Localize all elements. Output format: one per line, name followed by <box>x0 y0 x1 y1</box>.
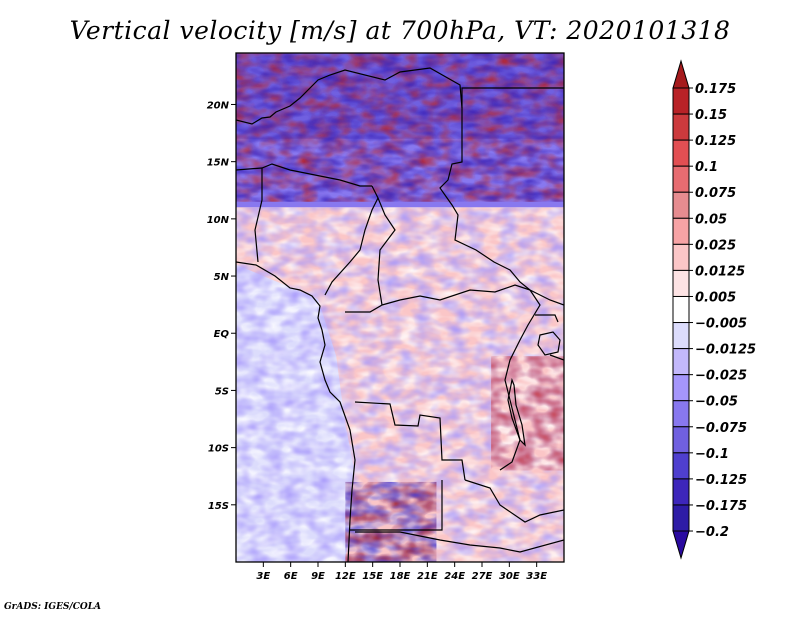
y-tick-label: EQ <box>214 329 230 340</box>
lake-victoria <box>537 331 561 356</box>
y-tick-label: 5N <box>214 272 230 283</box>
y-tick-label: 10S <box>208 444 229 455</box>
colorbar-swatch <box>672 217 690 245</box>
border-drc-zambia <box>464 479 564 523</box>
colorbar-label: −0.005 <box>695 317 747 332</box>
x-tick-label: 3E <box>256 571 270 582</box>
colorbar-swatch <box>672 348 690 376</box>
colorbar-extend-min <box>672 530 690 560</box>
border-namibia <box>355 531 564 553</box>
colorbar-label: 0.005 <box>695 290 736 305</box>
colorbar-swatch <box>672 295 690 324</box>
colorbar-label: −0.0125 <box>695 343 756 358</box>
colorbar-swatch <box>672 374 690 402</box>
border-east-africa <box>529 289 564 361</box>
border-niger-nigeria <box>236 163 372 187</box>
colorbar-swatch <box>672 191 690 219</box>
border-drc-east <box>499 289 541 471</box>
x-axis: 3E 6E 9E 12E 15E 18E 21E 24E 27E 30E 33E <box>256 562 547 582</box>
colorbar-swatch <box>672 322 690 350</box>
border-car-drc <box>381 284 531 306</box>
colorbar-swatch <box>672 165 690 193</box>
colorbar-extend-max <box>672 59 690 89</box>
border-libya-egypt <box>461 87 564 108</box>
y-tick-label: 5S <box>215 386 229 397</box>
colorbar-label: −0.025 <box>695 369 747 384</box>
colorbar-label: −0.175 <box>695 499 747 514</box>
y-tick-label: 15S <box>208 501 229 512</box>
x-tick-label: 12E <box>335 571 356 582</box>
colorbar-label: 0.175 <box>695 82 736 97</box>
chart-title: Vertical velocity [m/s] at 700hPa, VT: 2… <box>69 16 731 45</box>
x-tick-label: 6E <box>284 571 298 582</box>
colorbar-swatch <box>672 400 690 428</box>
colorbar-label: 0.125 <box>695 134 736 149</box>
border-nigeria-benin <box>254 168 263 263</box>
colorbar-label: −0.05 <box>695 395 738 410</box>
colorbar-swatch <box>672 269 690 297</box>
border-lake-chad-cameroon <box>324 185 379 296</box>
border-cameroon-car <box>345 197 396 313</box>
colorbar-swatch <box>672 113 690 141</box>
y-tick-label: 15N <box>207 158 230 169</box>
colorbar-swatch <box>672 139 690 167</box>
x-tick-label: 30E <box>499 571 520 582</box>
colorbar-label: 0.05 <box>695 212 727 227</box>
coastline-west-africa <box>236 67 463 125</box>
x-tick-label: 9E <box>311 571 325 582</box>
y-tick-label: 10N <box>207 215 230 226</box>
colorbar-label: −0.2 <box>695 525 729 540</box>
colorbar: 0.175 0.15 0.125 0.1 0.075 0.05 0.025 0.0125 0.0… <box>672 59 756 560</box>
border-chad-sudan <box>439 108 531 291</box>
x-tick-label: 15E <box>362 571 383 582</box>
colorbar-swatch <box>672 478 690 506</box>
x-tick-label: 18E <box>390 571 411 582</box>
x-tick-label: 21E <box>417 571 438 582</box>
grads-credit: GrADS: IGES/COLA <box>4 602 102 612</box>
colorbar-label: 0.0125 <box>695 264 745 279</box>
coastline-gulf-guinea <box>236 261 356 562</box>
colorbar-swatch <box>672 87 690 115</box>
country-boundaries <box>236 67 564 562</box>
field-pattern <box>236 53 564 202</box>
colorbar-swatch <box>672 452 690 480</box>
colorbar-label: 0.025 <box>695 238 736 253</box>
colorbar-label: −0.125 <box>695 473 747 488</box>
colorbar-label: 0.15 <box>695 108 727 123</box>
colorbar-label: −0.1 <box>695 447 729 462</box>
colorbar-label: −0.075 <box>695 421 747 436</box>
field-pattern <box>345 481 437 562</box>
vertical-velocity-field <box>236 53 564 562</box>
colorbar-swatch <box>672 504 690 532</box>
colorbar-swatch <box>672 243 690 271</box>
field-pattern <box>491 356 564 471</box>
y-axis: 20N 15N 10N 5N EQ 5S 10S 15S <box>207 100 236 512</box>
colorbar-label: 0.1 <box>695 160 718 175</box>
x-tick-label: 27E <box>472 571 493 582</box>
x-tick-label: 24E <box>444 571 465 582</box>
border-angola-zambia <box>350 480 443 531</box>
y-tick-label: 20N <box>207 100 230 111</box>
x-tick-label: 33E <box>526 571 547 582</box>
colorbar-swatch <box>672 426 690 454</box>
colorbar-label: 0.075 <box>695 186 736 201</box>
border-drc-angola <box>354 401 466 481</box>
lake-tanganyika <box>507 377 526 447</box>
